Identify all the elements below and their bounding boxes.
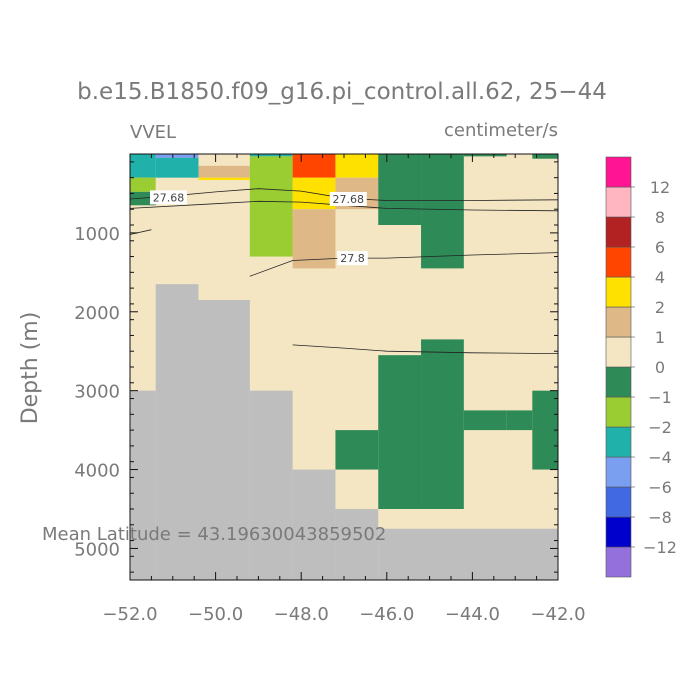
legend-swatch-13 bbox=[605, 156, 632, 188]
mean-latitude-annotation: Mean Latitude = 43.19630043859502 bbox=[42, 524, 386, 545]
legend-swatch-2 bbox=[605, 486, 632, 518]
y-tick-label-0: 1000 bbox=[74, 224, 120, 245]
legend-label-10: 6 bbox=[655, 238, 665, 257]
legend-swatch-3 bbox=[605, 456, 632, 488]
land-block-2 bbox=[198, 299, 250, 580]
legend-swatch-10 bbox=[605, 246, 632, 278]
velocity-cell-9 bbox=[292, 154, 336, 178]
legend-swatch-5 bbox=[605, 396, 632, 428]
chart-title: b.e15.B1850.f09_g16.pi_control.all.62, 2… bbox=[77, 79, 607, 105]
legend-label-6: 0 bbox=[655, 358, 665, 377]
velocity-cell-21 bbox=[463, 410, 507, 431]
legend-label-7: 1 bbox=[655, 328, 665, 347]
velocity-cell-20 bbox=[335, 430, 379, 470]
legend-label-0: −12 bbox=[643, 538, 677, 557]
x-tick-label-2: −48.0 bbox=[274, 604, 329, 625]
x-tick-label-1: −50.0 bbox=[188, 604, 243, 625]
legend-label-11: 8 bbox=[655, 208, 665, 227]
legend-label-1: −8 bbox=[648, 508, 672, 527]
axes: −52.0 −50.0 −48.0 −46.0 −44.0 −42.0 1000 2000 30… bbox=[74, 153, 586, 625]
variable-label: VVEL bbox=[130, 122, 176, 143]
velocity-cell-16 bbox=[463, 154, 507, 157]
y-tick-label-4: 5000 bbox=[74, 539, 120, 560]
velocity-cell-22 bbox=[506, 410, 533, 431]
velocity-cell-12 bbox=[335, 154, 379, 178]
legend-swatch-7 bbox=[605, 336, 632, 368]
velocity-cell-4 bbox=[198, 177, 250, 181]
contour-lines: 27.68 27.68 27.8 bbox=[129, 188, 559, 354]
plot-area bbox=[130, 154, 558, 580]
land-block-0 bbox=[130, 390, 156, 580]
legend-label-8: 2 bbox=[655, 298, 665, 317]
velocity-cell-15 bbox=[421, 154, 464, 269]
legend-swatch-4 bbox=[605, 426, 632, 458]
land-block-5 bbox=[335, 509, 379, 580]
contour-label-box-0 bbox=[150, 190, 188, 205]
y-tick-label-1: 2000 bbox=[74, 303, 120, 324]
velocity-cell-6 bbox=[130, 191, 156, 206]
contour-line-3 bbox=[129, 229, 152, 235]
velocity-cell-8 bbox=[249, 156, 293, 257]
legend-label-5: −1 bbox=[648, 388, 672, 407]
y-tick-label-3: 4000 bbox=[74, 461, 120, 482]
x-tick-label-4: −44.0 bbox=[445, 604, 500, 625]
legend-label-4: −2 bbox=[648, 418, 672, 437]
legend-swatch-1 bbox=[605, 516, 632, 548]
velocity-cell-18 bbox=[378, 355, 422, 509]
contour-label-box-2 bbox=[337, 251, 368, 266]
legend-swatch-12 bbox=[605, 186, 632, 218]
velocity-cell-14 bbox=[378, 154, 422, 225]
legend-swatch-9 bbox=[605, 276, 632, 308]
velocity-cell-17 bbox=[532, 154, 558, 159]
contour-label-1: 27.68 bbox=[333, 193, 365, 206]
velocity-cell-0 bbox=[130, 154, 156, 178]
contour-line-0 bbox=[129, 188, 559, 201]
legend-label-9: 4 bbox=[655, 268, 665, 287]
legend-swatch-0 bbox=[605, 546, 632, 578]
x-tick-label-0: −52.0 bbox=[102, 604, 157, 625]
units-label: centimeter/s bbox=[444, 120, 558, 141]
velocity-cell-1 bbox=[155, 154, 199, 158]
legend-label-2: −6 bbox=[648, 478, 672, 497]
velocity-cell-3 bbox=[198, 165, 250, 178]
legend-label-12: 12 bbox=[650, 178, 670, 197]
land-block-4 bbox=[292, 469, 336, 580]
legend-swatch-8 bbox=[605, 306, 632, 338]
velocity-cell-2 bbox=[155, 157, 199, 178]
velocity-cell-23 bbox=[532, 390, 558, 470]
contour-line-1 bbox=[129, 200, 559, 212]
legend-swatch-11 bbox=[605, 216, 632, 248]
land-block-3 bbox=[249, 390, 293, 580]
y-tick-label-2: 3000 bbox=[74, 382, 120, 403]
contour-label-0: 27.68 bbox=[153, 191, 185, 204]
contour-line-4 bbox=[292, 344, 559, 354]
velocity-cell-19 bbox=[421, 339, 464, 509]
land-block-1 bbox=[155, 284, 199, 580]
velocity-cell-7 bbox=[249, 154, 293, 157]
land-block-6 bbox=[378, 528, 558, 580]
legend-label-3: −4 bbox=[648, 448, 672, 467]
contour-label-2: 27.8 bbox=[340, 252, 365, 265]
contour-label-box-1 bbox=[329, 191, 367, 206]
x-tick-label-5: −42.0 bbox=[530, 604, 585, 625]
legend-swatch-6 bbox=[605, 366, 632, 398]
velocity-cell-5 bbox=[130, 177, 156, 192]
x-tick-label-3: −46.0 bbox=[359, 604, 414, 625]
y-axis-label: Depth (m) bbox=[18, 312, 43, 425]
